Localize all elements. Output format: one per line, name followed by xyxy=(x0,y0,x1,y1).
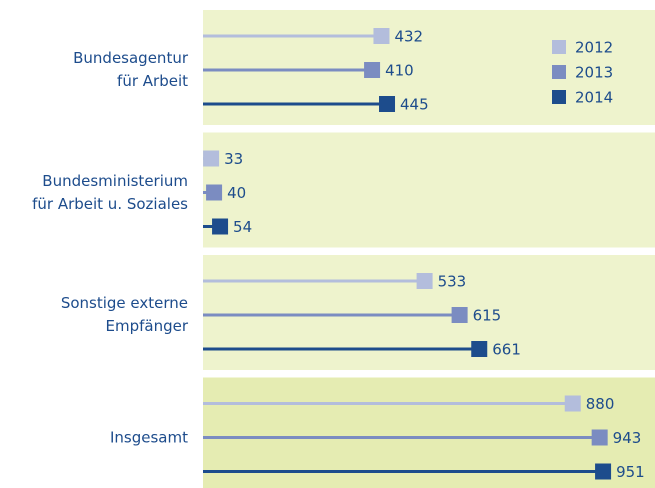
value-label: 615 xyxy=(473,307,502,325)
value-label: 533 xyxy=(438,273,467,291)
group-panel xyxy=(203,255,655,370)
value-label: 880 xyxy=(586,395,615,413)
value-label: 432 xyxy=(394,28,423,46)
legend-swatch xyxy=(552,65,566,79)
marker xyxy=(373,28,390,44)
value-label: 445 xyxy=(400,96,429,114)
value-label: 33 xyxy=(224,150,243,168)
group-panel xyxy=(203,132,655,248)
value-label: 410 xyxy=(385,62,414,80)
value-label: 951 xyxy=(616,463,645,481)
category-label: Sonstige externe Empfänger xyxy=(60,294,188,335)
marker xyxy=(364,62,381,78)
category-label: Insgesamt xyxy=(110,428,188,446)
value-label: 54 xyxy=(233,218,252,236)
marker xyxy=(564,395,581,412)
category-label: Bundesagentur für Arbeit xyxy=(73,49,188,90)
marker xyxy=(471,341,488,357)
legend-swatch xyxy=(552,40,566,54)
marker xyxy=(212,218,229,235)
marker xyxy=(379,96,396,112)
value-label: 661 xyxy=(492,341,521,359)
value-label: 40 xyxy=(227,184,246,202)
legend-label: 2013 xyxy=(575,64,613,82)
group-panel xyxy=(203,10,655,125)
legend-label: 2014 xyxy=(575,89,613,107)
marker xyxy=(451,307,468,323)
marker xyxy=(203,150,220,167)
marker xyxy=(206,184,223,201)
marker xyxy=(595,463,612,480)
marker xyxy=(416,273,433,289)
marker xyxy=(591,429,608,446)
legend-swatch xyxy=(552,90,566,104)
category-label: Bundesministerium für Arbeit u. Soziales xyxy=(32,171,188,213)
legend-label: 2012 xyxy=(575,39,613,57)
value-label: 943 xyxy=(613,429,642,447)
